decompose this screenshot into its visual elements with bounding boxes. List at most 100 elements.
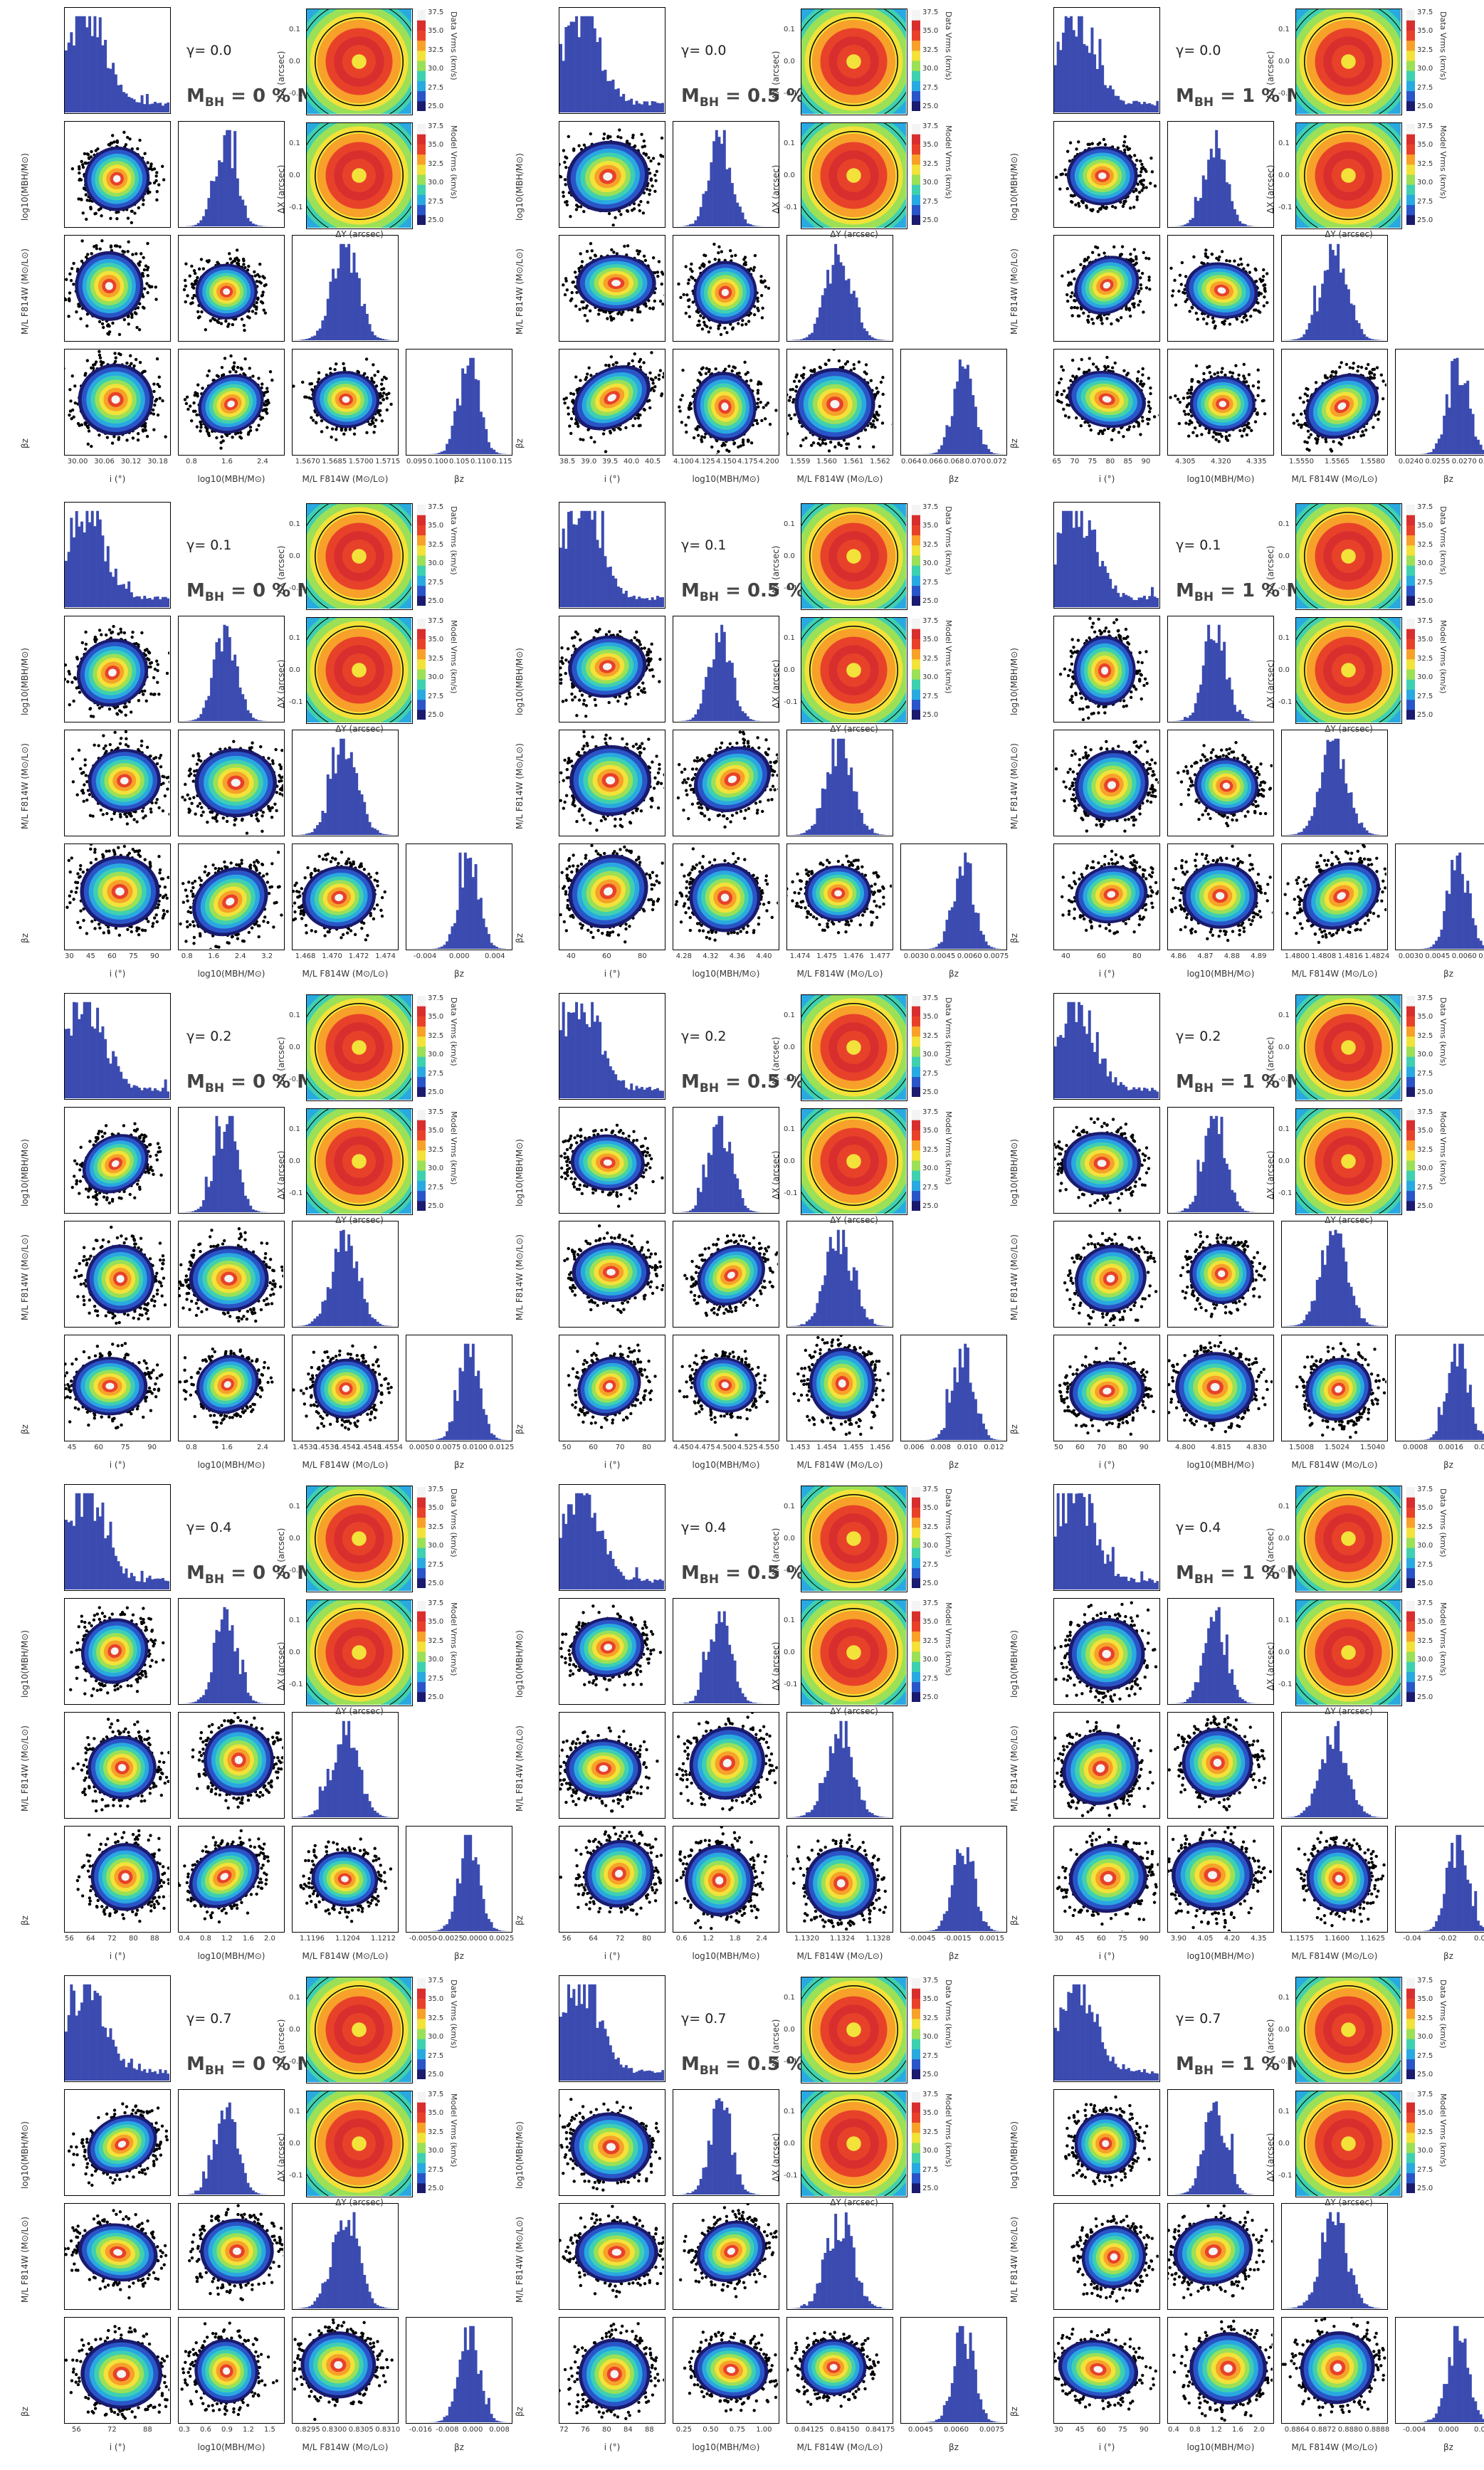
outlier-point: [233, 823, 236, 826]
histogram-bar: [127, 581, 131, 607]
axis-tick-label: 40.5: [645, 458, 661, 466]
outlier-point: [584, 306, 588, 310]
outlier-point: [1182, 290, 1185, 295]
outlier-point: [146, 290, 149, 295]
outlier-point: [127, 745, 130, 748]
density-group: [1055, 355, 1159, 441]
outlier-point: [125, 815, 129, 819]
param-xlabel: βz: [1443, 474, 1453, 484]
outlier-point: [661, 303, 664, 306]
outlier-point: [1238, 429, 1242, 433]
outlier-point: [327, 930, 331, 934]
outlier-point: [575, 290, 579, 295]
outlier-point: [791, 400, 795, 404]
histogram-bar: [80, 16, 84, 112]
map-ylabel: ΔX (arcsec): [771, 51, 781, 100]
colorbar-segment: [912, 40, 920, 51]
outlier-point: [107, 332, 110, 336]
outlier-point: [705, 935, 709, 940]
histogram-bar: [749, 224, 752, 226]
outlier-point: [300, 917, 304, 920]
outlier-point: [696, 323, 700, 327]
outlier-point: [146, 241, 149, 246]
outlier-point: [648, 399, 651, 402]
outlier-point: [653, 299, 657, 303]
outlier-point: [1332, 440, 1335, 443]
mbh-sub: BH: [204, 590, 225, 605]
outlier-point: [873, 394, 878, 397]
outlier-point: [649, 805, 653, 809]
outlier-point: [577, 750, 581, 755]
outlier-point: [1204, 248, 1208, 252]
outlier-point: [602, 851, 606, 856]
density-svg: [183, 354, 274, 450]
outlier-point: [852, 363, 856, 367]
histogram-bar: [932, 453, 936, 454]
outlier-point: [196, 316, 201, 320]
histogram-bar: [469, 857, 473, 949]
outlier-point: [1214, 431, 1219, 436]
outlier-point: [152, 382, 156, 386]
density-svg: [65, 844, 169, 937]
outlier-point: [650, 887, 653, 891]
outlier-point: [1068, 141, 1073, 144]
histogram-bar: [226, 626, 229, 721]
outlier-point: [138, 361, 142, 364]
axis-tick-label: 1.5670: [295, 458, 320, 466]
outlier-point: [142, 693, 145, 696]
param-xlabel: M/L F814W (M⊙/L⊙): [302, 474, 389, 484]
colorbar-segment: [912, 204, 920, 216]
outlier-point: [1138, 300, 1142, 303]
outlier-point: [141, 809, 144, 813]
outlier-point: [636, 249, 639, 253]
outlier-point: [613, 824, 617, 828]
outlier-point: [183, 398, 187, 401]
colorbar-segment: [1406, 174, 1415, 185]
outlier-point: [70, 890, 73, 893]
outlier-point: [717, 258, 721, 262]
outlier-point: [94, 211, 98, 216]
outlier-point: [1242, 315, 1246, 320]
outlier-point: [690, 269, 694, 273]
colorbar-segment: [417, 535, 426, 546]
outlier-point: [1189, 385, 1194, 389]
outlier-point: [125, 135, 130, 140]
axis-tick-label: 0.110: [470, 458, 491, 466]
outlier-point: [609, 736, 612, 740]
gamma-label: γ= 0.0: [186, 43, 232, 58]
outlier-point: [719, 332, 723, 337]
colorbar-tick: 35.0: [1417, 27, 1433, 36]
outlier-point: [1059, 172, 1063, 177]
histogram-bar: [1300, 337, 1303, 340]
outlier-point: [1139, 433, 1142, 436]
pair-density-panel: [673, 730, 779, 836]
outlier-point: [109, 244, 113, 248]
outlier-point: [240, 861, 243, 866]
outlier-point: [845, 442, 848, 446]
colorbar-tick: 35.0: [922, 27, 939, 36]
outlier-point: [636, 310, 640, 314]
outlier-point: [1058, 187, 1062, 191]
histogram-bar: [850, 767, 853, 835]
outlier-point: [233, 361, 236, 364]
outlier-point: [98, 247, 102, 251]
outlier-point: [152, 428, 156, 431]
outlier-point: [692, 436, 696, 440]
histogram-bar: [1088, 53, 1091, 112]
outlier-point: [1140, 379, 1143, 383]
outlier-point: [374, 418, 378, 422]
colorbar-tick: 35.0: [428, 636, 444, 644]
model-colorbar: [912, 124, 920, 225]
outlier-point: [142, 295, 145, 298]
outlier-point: [625, 696, 629, 700]
axis-tick-label: 85: [1123, 458, 1133, 466]
vrms-map-svg: [1296, 9, 1401, 114]
histogram-svg: [673, 624, 778, 721]
histogram-bar: [161, 105, 164, 112]
outlier-point: [1054, 175, 1058, 179]
outlier-point: [677, 762, 681, 767]
outlier-point: [705, 367, 709, 370]
outlier-point: [576, 205, 580, 209]
outlier-point: [68, 703, 71, 707]
density-group: [787, 350, 892, 453]
